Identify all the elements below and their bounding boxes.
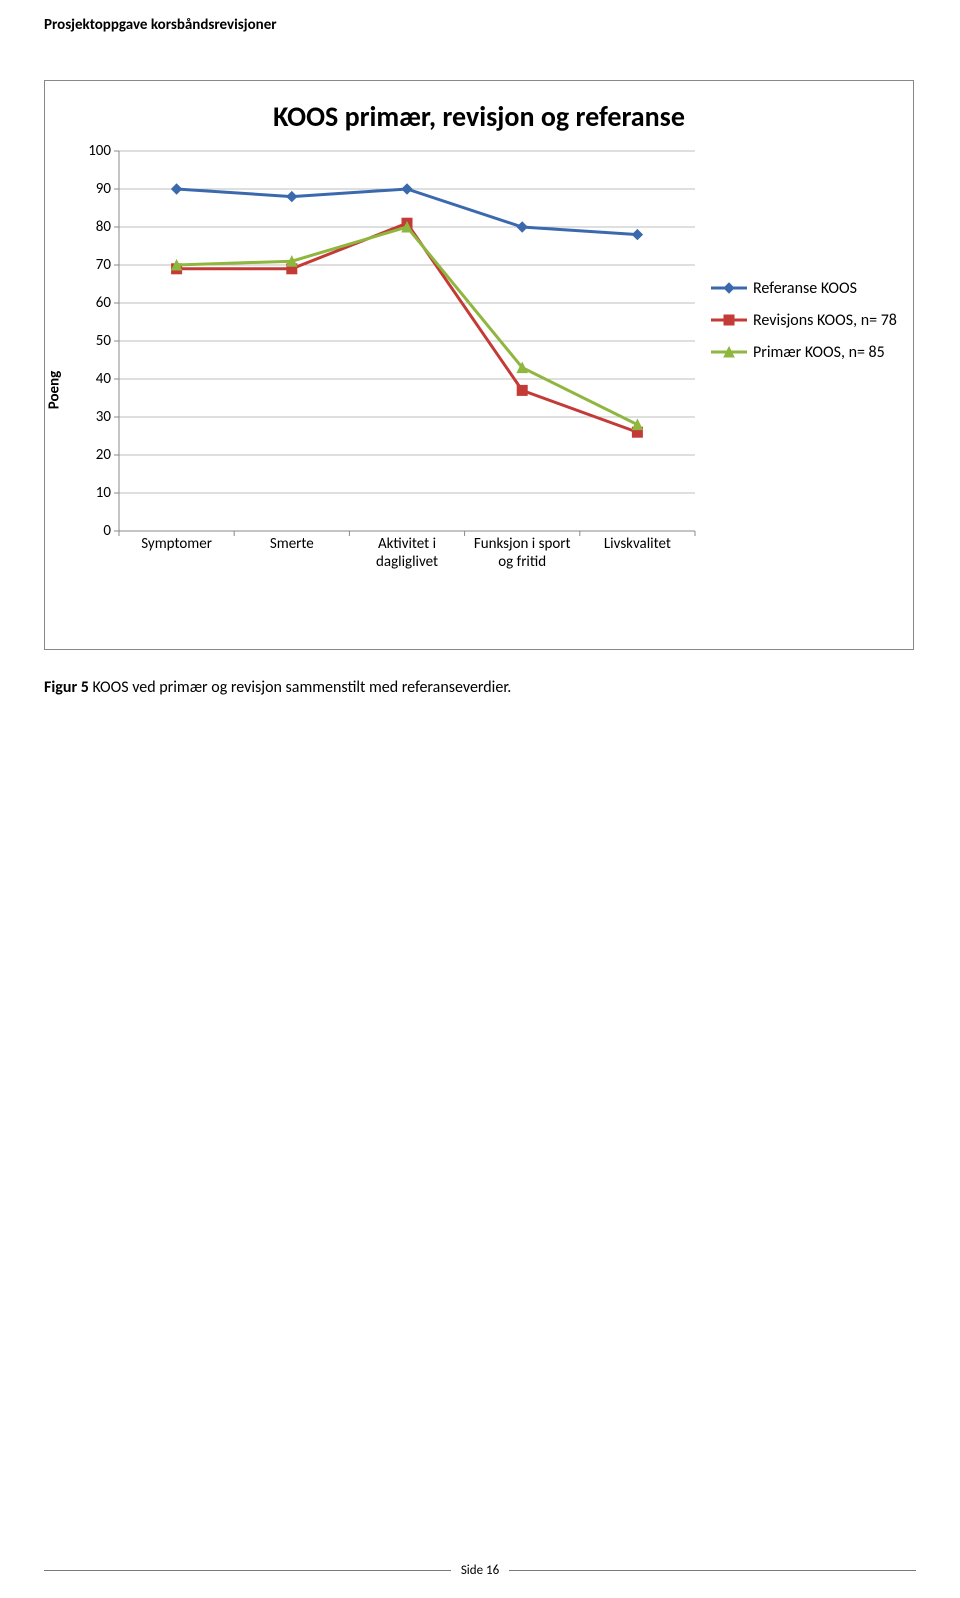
- legend-label: Primær KOOS, n= 85: [753, 343, 885, 362]
- x-tick-labels: Symptomer Smerte Aktivitet i dagliglivet Fu…: [119, 535, 695, 603]
- footer-rule-left: [44, 1570, 451, 1571]
- legend-item: Revisjons KOOS, n= 78: [711, 309, 897, 331]
- footer-rule-right: [509, 1570, 916, 1571]
- y-tick-label: 10: [96, 484, 111, 502]
- caption-prefix: Figur 5: [44, 678, 92, 697]
- chart-svg: [119, 151, 695, 531]
- page-header: Prosjektoppgave korsbåndsrevisjoner: [44, 16, 277, 34]
- y-tick-label: 60: [96, 294, 111, 312]
- y-tick-label: 90: [96, 180, 111, 198]
- legend-label: Revisjons KOOS, n= 78: [753, 311, 897, 330]
- y-tick-label: 50: [96, 332, 111, 350]
- x-tick-label: Aktivitet i dagliglivet: [357, 535, 457, 571]
- chart-container: KOOS primær, revisjon og referanse Poeng…: [44, 80, 914, 650]
- legend-swatch: [711, 341, 747, 363]
- page-footer: Side 16: [44, 1563, 916, 1578]
- y-tick-label: 0: [103, 522, 111, 540]
- plot-area: Poeng 0102030405060708090100 SymptomerSm…: [59, 151, 699, 607]
- legend-item: Primær KOOS, n= 85: [711, 341, 897, 363]
- y-tick-label: 80: [96, 218, 111, 236]
- y-tick-labels: 0102030405060708090100: [59, 151, 117, 531]
- x-tick-label: Symptomer: [127, 535, 227, 553]
- y-tick-label: 30: [96, 408, 111, 426]
- figure-caption: Figur 5 KOOS ved primær og revisjon samm…: [44, 678, 511, 697]
- x-tick-label: Livskvalitet: [587, 535, 687, 553]
- footer-text: Side 16: [461, 1563, 499, 1578]
- x-tick-label: Smerte: [242, 535, 342, 553]
- legend-swatch: [711, 309, 747, 331]
- y-tick-label: 100: [88, 142, 111, 160]
- y-tick-label: 70: [96, 256, 111, 274]
- legend: Referanse KOOS Revisjons KOOS, n= 78 Primæ…: [711, 267, 897, 373]
- x-tick-label: Funksjon i sport og fritid: [472, 535, 572, 571]
- legend-label: Referanse KOOS: [753, 279, 857, 298]
- caption-body: KOOS ved primær og revisjon sammenstilt …: [92, 678, 511, 697]
- y-tick-label: 20: [96, 446, 111, 464]
- y-tick-label: 40: [96, 370, 111, 388]
- legend-swatch: [711, 277, 747, 299]
- chart-title: KOOS primær, revisjon og referanse: [45, 99, 913, 134]
- page: Prosjektoppgave korsbåndsrevisjoner KOOS…: [0, 0, 960, 1598]
- legend-item: Referanse KOOS: [711, 277, 897, 299]
